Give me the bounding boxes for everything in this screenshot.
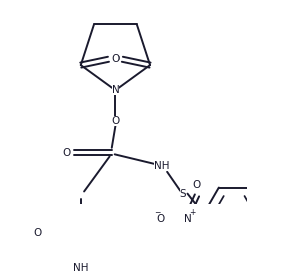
Text: O: O xyxy=(111,54,119,64)
Text: O: O xyxy=(112,54,120,64)
Text: O: O xyxy=(62,148,71,158)
Text: S: S xyxy=(180,189,187,199)
Text: +: + xyxy=(189,208,196,217)
Text: O: O xyxy=(193,180,201,190)
Text: N: N xyxy=(184,214,192,224)
Text: N: N xyxy=(112,85,119,95)
Text: O: O xyxy=(111,116,119,126)
Text: O: O xyxy=(157,214,165,224)
Text: O: O xyxy=(33,228,42,238)
Text: NH: NH xyxy=(73,263,89,273)
Text: NH: NH xyxy=(153,161,169,171)
Text: −: − xyxy=(154,208,160,217)
